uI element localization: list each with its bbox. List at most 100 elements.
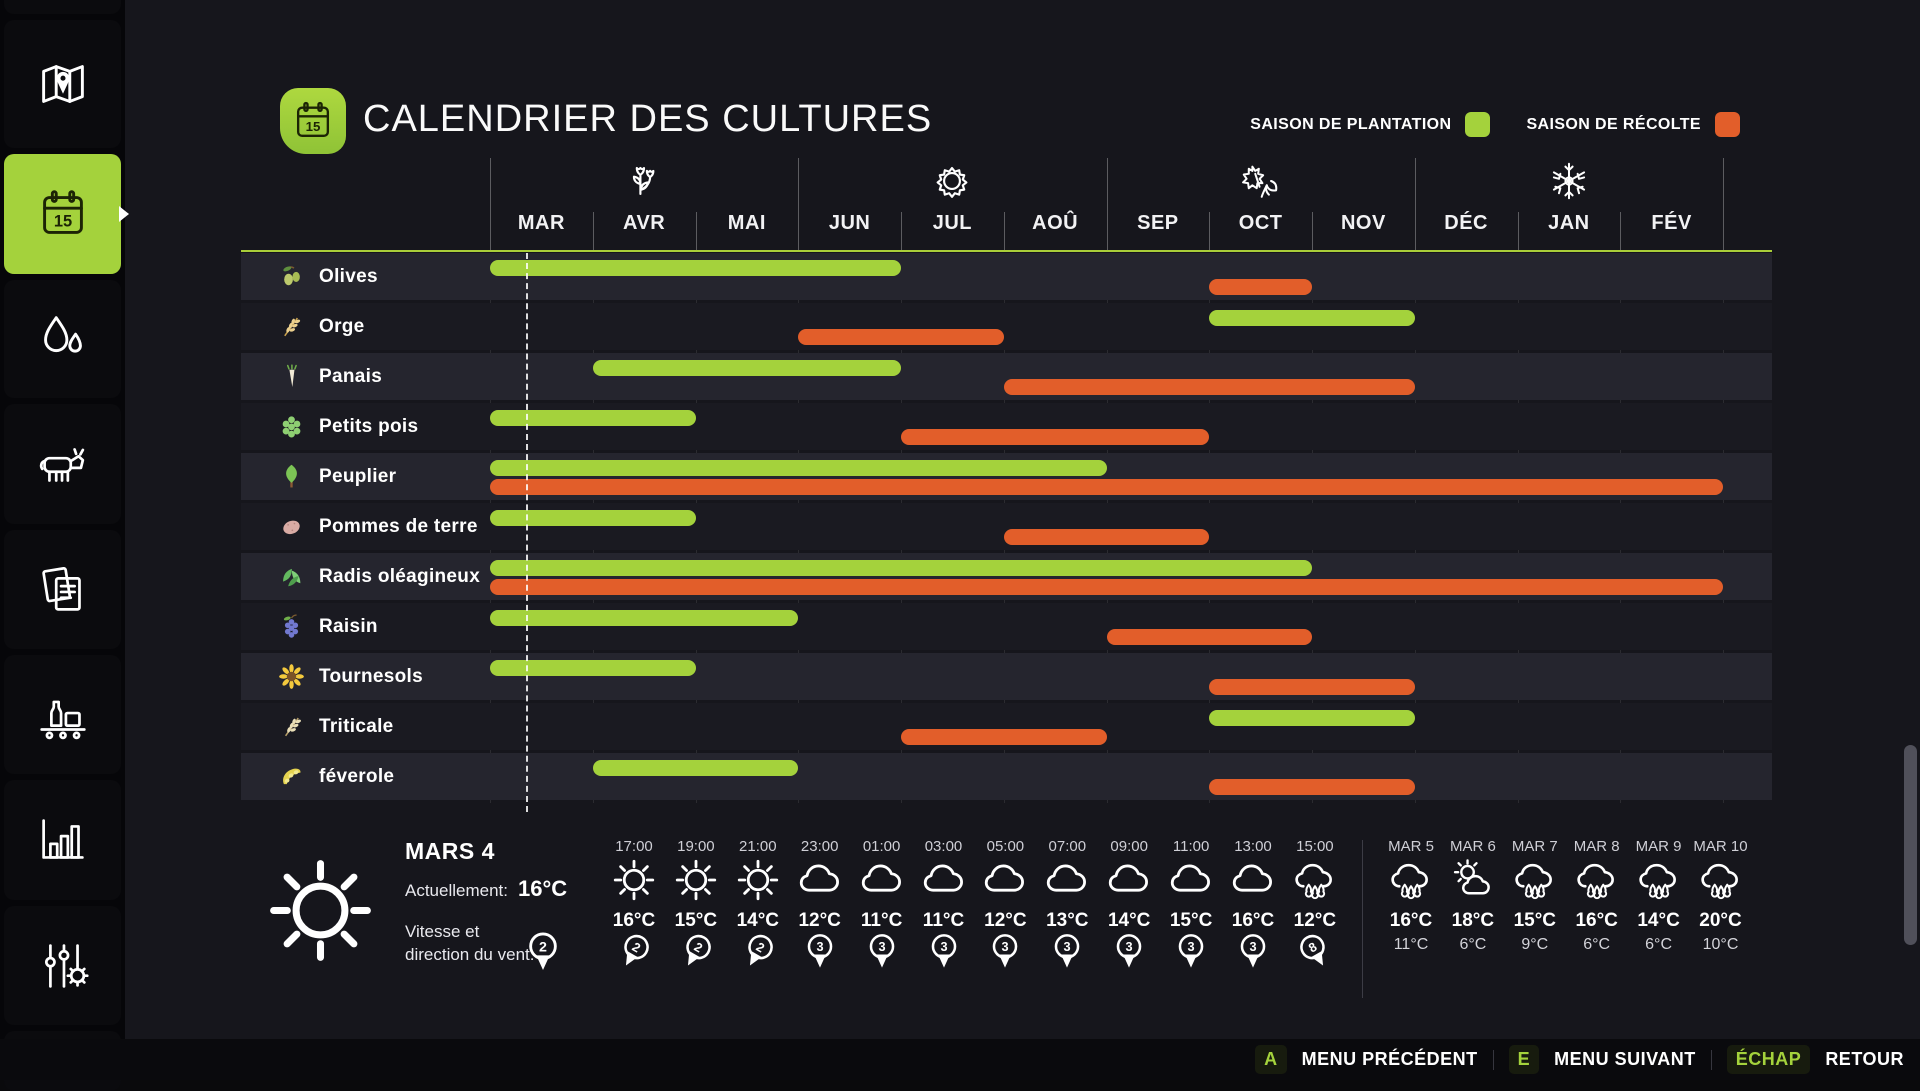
svg-text:2: 2 bbox=[753, 939, 767, 956]
hour-label: 21:00 bbox=[739, 838, 777, 855]
hour-label: 17:00 bbox=[615, 838, 653, 855]
wind-label: Vitesse et direction du vent: bbox=[405, 922, 535, 964]
sidebar-item-map[interactable] bbox=[4, 20, 121, 148]
daily-col-MAR-8: MAR 8 16°C 6°C bbox=[1566, 838, 1628, 954]
hour-label: 05:00 bbox=[986, 838, 1025, 855]
wind-pin-icon: 3 bbox=[1160, 932, 1222, 976]
hourly-col-15:00: 15:00 12°C 8 bbox=[1284, 838, 1346, 976]
day-high-temp: 15°C bbox=[1513, 910, 1557, 931]
hour-temp: 12°C bbox=[798, 910, 841, 931]
hour-temp: 11°C bbox=[860, 910, 903, 931]
hour-label: 19:00 bbox=[677, 838, 715, 855]
svg-text:2: 2 bbox=[539, 940, 547, 956]
hour-label: 07:00 bbox=[1048, 838, 1087, 855]
svg-text:3: 3 bbox=[878, 939, 885, 954]
hour-temp: 15°C bbox=[1169, 910, 1213, 931]
hourly-col-17:00: 17:00 16°C 2 bbox=[603, 838, 665, 976]
weather-cloud-icon bbox=[1166, 855, 1216, 905]
day-label: MAR 9 bbox=[1635, 838, 1682, 855]
selected-tab-pointer-icon bbox=[119, 206, 129, 222]
weather-rain-icon bbox=[1510, 855, 1560, 905]
calendar-title-icon: 15 bbox=[280, 88, 346, 154]
hour-temp: 16°C bbox=[1231, 910, 1275, 931]
weather-partly-icon bbox=[1448, 855, 1498, 905]
weather-rain-icon bbox=[1572, 855, 1622, 905]
svg-text:15: 15 bbox=[306, 119, 321, 134]
current-temp-value: 16°C bbox=[518, 876, 568, 901]
menu-next-button[interactable]: MENU SUIVANT bbox=[1554, 1049, 1696, 1069]
recolte-swatch bbox=[1715, 112, 1740, 137]
day-low-temp: 10°C bbox=[1702, 936, 1739, 953]
hour-label: 01:00 bbox=[862, 838, 901, 855]
forecast-divider bbox=[1362, 840, 1363, 998]
weather-cloud-icon bbox=[857, 855, 907, 905]
sidebar-item-production[interactable] bbox=[4, 655, 121, 774]
key-e-badge[interactable]: E bbox=[1508, 1045, 1540, 1074]
statistics-icon bbox=[32, 809, 94, 871]
day-label: MAR 5 bbox=[1388, 838, 1434, 855]
hourly-col-03:00: 03:00 11°C 3 bbox=[913, 838, 975, 976]
svg-text:3: 3 bbox=[1002, 939, 1009, 954]
hour-temp: 12°C bbox=[1293, 910, 1337, 931]
calendar-icon: 15 bbox=[32, 183, 94, 245]
day-high-temp: 18°C bbox=[1451, 910, 1495, 931]
weather-rain-icon bbox=[1634, 855, 1684, 905]
production-icon bbox=[32, 684, 94, 746]
sidebar-item-partial-top[interactable] bbox=[4, 0, 121, 14]
wind-pin-icon: 2 bbox=[603, 932, 665, 976]
day-high-temp: 16°C bbox=[1575, 910, 1618, 931]
sidebar-item-settings[interactable] bbox=[4, 906, 121, 1025]
plantation-swatch bbox=[1465, 112, 1491, 137]
sidebar: 15 bbox=[0, 0, 129, 1091]
hourly-col-05:00: 05:00 12°C 3 bbox=[974, 838, 1036, 976]
scrollbar-thumb[interactable] bbox=[1904, 745, 1917, 945]
wind-pin-icon: 8 bbox=[1284, 932, 1346, 976]
hourly-col-23:00: 23:00 12°C 3 bbox=[789, 838, 851, 976]
bottom-menu-bar: A MENU PRÉCÉDENT E MENU SUIVANT ÉCHAP RE… bbox=[0, 1039, 1920, 1080]
key-echap-badge[interactable]: ÉCHAP bbox=[1726, 1045, 1811, 1074]
menu-back-button[interactable]: RETOUR bbox=[1825, 1049, 1904, 1069]
day-low-temp: 6°C bbox=[1459, 936, 1487, 953]
wind-pin-icon: 3 bbox=[913, 932, 975, 976]
hour-temp: 11°C bbox=[922, 910, 965, 931]
day-label: MAR 6 bbox=[1449, 838, 1496, 855]
hour-temp: 13°C bbox=[1046, 910, 1089, 931]
hourly-col-01:00: 01:00 11°C 3 bbox=[851, 838, 913, 976]
hour-label: 09:00 bbox=[1110, 838, 1148, 855]
day-low-temp: 6°C bbox=[1645, 936, 1673, 953]
wind-pin-icon: 3 bbox=[974, 932, 1036, 976]
sidebar-item-calendar[interactable]: 15 bbox=[4, 154, 121, 274]
menu-divider bbox=[1492, 1049, 1494, 1070]
hour-temp: 16°C bbox=[612, 910, 656, 931]
sidebar-item-statistics[interactable] bbox=[4, 780, 121, 900]
wind-pin-icon: 2 bbox=[665, 932, 727, 976]
sidebar-item-water[interactable] bbox=[4, 280, 121, 398]
svg-text:3: 3 bbox=[1064, 939, 1071, 954]
svg-text:3: 3 bbox=[1249, 939, 1256, 954]
hourly-col-11:00: 11:00 15°C 3 bbox=[1160, 838, 1222, 976]
svg-text:3: 3 bbox=[1126, 939, 1133, 954]
day-high-temp: 20°C bbox=[1699, 910, 1742, 931]
hour-temp: 14°C bbox=[1107, 910, 1151, 931]
day-label: MAR 8 bbox=[1573, 838, 1620, 855]
menu-previous-button[interactable]: MENU PRÉCÉDENT bbox=[1301, 1049, 1478, 1069]
weather-date: MARS 4 bbox=[405, 838, 495, 864]
page-title: CALENDRIER DES CULTURES bbox=[363, 98, 933, 140]
sidebar-item-animals[interactable] bbox=[4, 404, 121, 524]
water-icon bbox=[32, 308, 94, 370]
day-low-temp: 11°C bbox=[1393, 936, 1429, 953]
wind-pin-icon: 3 bbox=[851, 932, 913, 976]
animals-icon bbox=[32, 433, 94, 495]
hour-temp: 12°C bbox=[984, 910, 1027, 931]
weather-rain-icon bbox=[1290, 855, 1340, 905]
current-weather-icon bbox=[258, 848, 383, 973]
svg-text:3: 3 bbox=[940, 939, 947, 954]
svg-text:15: 15 bbox=[53, 213, 71, 231]
sidebar-item-contracts[interactable] bbox=[4, 530, 121, 649]
legend-plantation-label: SAISON DE PLANTATION bbox=[1250, 115, 1452, 133]
daily-col-MAR-9: MAR 9 14°C 6°C bbox=[1628, 838, 1690, 954]
hour-label: 23:00 bbox=[800, 838, 839, 855]
day-low-temp: 6°C bbox=[1583, 936, 1611, 953]
wind-pin-icon: 3 bbox=[789, 932, 851, 976]
key-a-badge[interactable]: A bbox=[1255, 1045, 1287, 1074]
